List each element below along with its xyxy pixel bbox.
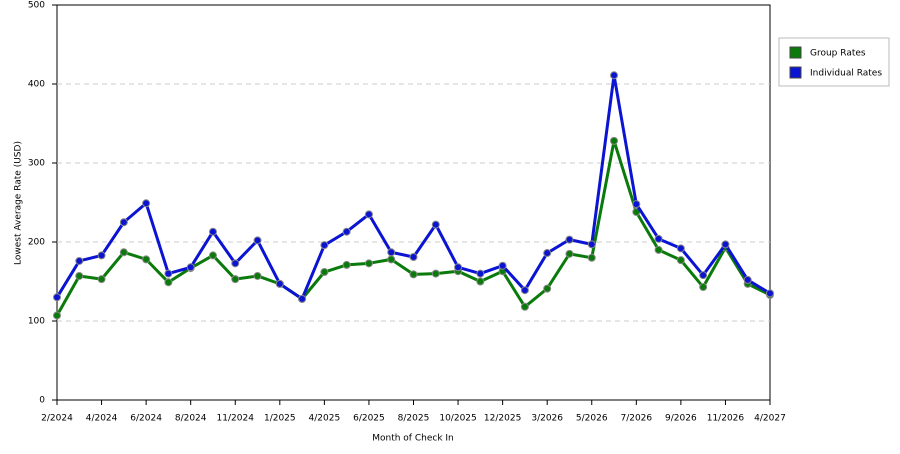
- data-point: [565, 235, 574, 244]
- x-tick-label: 7/2026: [620, 414, 652, 424]
- data-point: [587, 253, 596, 262]
- data-point: [676, 256, 685, 265]
- legend-swatch: [789, 46, 802, 59]
- data-point: [387, 248, 396, 257]
- data-point: [208, 251, 217, 260]
- y-tick-label: 500: [28, 1, 45, 11]
- data-point: [231, 259, 240, 268]
- x-tick-label: 9/2026: [665, 414, 697, 424]
- x-tick-label: 12/2025: [484, 414, 521, 424]
- data-point: [543, 249, 552, 258]
- x-tick-label: 8/2024: [175, 414, 207, 424]
- data-point: [699, 271, 708, 280]
- plot-frame: [56, 4, 771, 401]
- x-tick-label: 1/2025: [264, 414, 296, 424]
- data-point: [766, 289, 774, 298]
- data-point: [164, 278, 173, 287]
- data-point: [409, 270, 418, 279]
- data-point: [364, 210, 373, 219]
- data-point: [97, 251, 106, 260]
- y-tick-label: 0: [39, 396, 45, 406]
- data-point: [610, 71, 619, 80]
- data-point: [119, 248, 128, 257]
- data-point: [632, 200, 641, 209]
- data-point: [119, 218, 128, 227]
- data-point: [75, 256, 84, 265]
- data-point: [654, 245, 663, 254]
- x-tick-label: 8/2025: [398, 414, 430, 424]
- legend-label: Group Rates: [810, 49, 866, 59]
- data-point: [53, 311, 61, 320]
- data-point: [721, 240, 730, 249]
- data-point: [520, 302, 529, 311]
- data-point: [164, 269, 173, 278]
- x-tick-label: 2/2024: [41, 414, 73, 424]
- x-tick-label: 11/2024: [217, 414, 255, 424]
- data-point: [53, 293, 61, 302]
- data-point: [520, 286, 529, 295]
- data-point: [409, 253, 418, 262]
- data-point: [298, 294, 307, 303]
- y-tick-label: 200: [28, 238, 45, 248]
- data-point: [320, 241, 329, 250]
- x-tick-label: 10/2025: [439, 414, 476, 424]
- data-point: [186, 263, 195, 272]
- data-point: [208, 227, 217, 236]
- data-point: [253, 236, 262, 245]
- x-tick-label: 6/2025: [353, 414, 385, 424]
- data-point: [498, 261, 507, 270]
- data-point: [97, 275, 106, 284]
- data-point: [699, 283, 708, 292]
- data-point: [587, 240, 596, 249]
- data-point: [142, 199, 151, 208]
- data-point: [476, 269, 485, 278]
- data-point: [342, 227, 351, 236]
- data-point: [75, 271, 84, 280]
- data-point: [543, 284, 552, 293]
- data-point: [364, 259, 373, 268]
- x-tick-label: 6/2024: [130, 414, 162, 424]
- y-tick-label: 300: [28, 159, 45, 169]
- x-tick-label: 4/2024: [86, 414, 118, 424]
- data-point: [610, 136, 619, 145]
- x-axis-label: Month of Check In: [372, 434, 454, 444]
- data-point: [320, 268, 329, 277]
- x-tick-label: 3/2026: [531, 414, 563, 424]
- y-axis-label: Lowest Average Rate (USD): [14, 141, 24, 265]
- data-point: [231, 275, 240, 284]
- data-point: [431, 269, 440, 278]
- data-point: [342, 260, 351, 269]
- data-point: [142, 255, 151, 264]
- x-tick-label: 11/2026: [707, 414, 745, 424]
- legend-label: Individual Rates: [810, 69, 882, 79]
- y-tick-label: 400: [28, 80, 45, 90]
- data-point: [654, 234, 663, 243]
- x-tick-label: 4/2025: [309, 414, 341, 424]
- legend-swatch: [789, 66, 802, 79]
- data-point: [743, 275, 752, 284]
- data-point: [275, 279, 284, 288]
- y-tick-label: 100: [28, 317, 45, 327]
- data-point: [387, 255, 396, 264]
- data-point: [676, 244, 685, 253]
- data-point: [431, 220, 440, 229]
- legend-box: [778, 37, 890, 87]
- x-tick-label: 5/2026: [576, 414, 608, 424]
- data-point: [454, 263, 463, 272]
- x-tick-label: 4/2027: [754, 414, 786, 424]
- data-point: [565, 249, 574, 258]
- data-point: [476, 277, 485, 286]
- data-point: [253, 271, 262, 280]
